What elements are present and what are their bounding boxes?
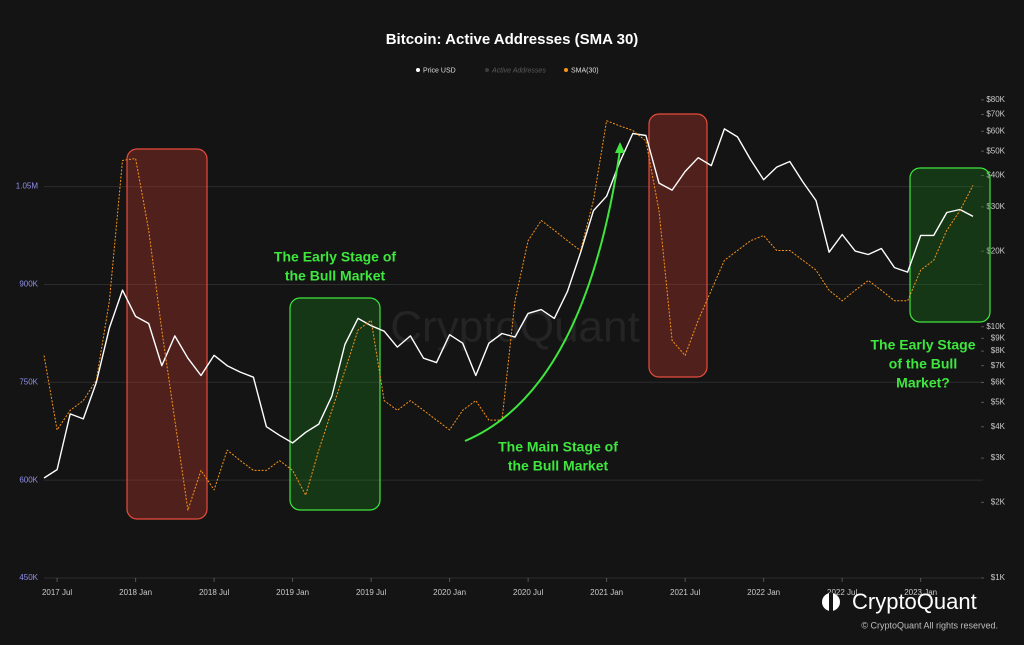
annotation: The Early Stage of xyxy=(274,249,396,265)
y2-tick-label: $5K xyxy=(991,398,1006,407)
x-tick-label: 2021 Jan xyxy=(590,588,623,597)
annotation: the Bull Market xyxy=(508,458,609,474)
y2-tick-label: $20K xyxy=(986,246,1005,255)
x-tick-label: 2019 Jan xyxy=(276,588,309,597)
copyright: © CryptoQuant All rights reserved. xyxy=(861,620,998,630)
y2-tick-label: $50K xyxy=(986,146,1005,155)
highlight-box xyxy=(648,113,708,378)
lines xyxy=(43,120,974,511)
y-tick-label: 600K xyxy=(19,475,38,484)
x-tick-label: 2022 Jan xyxy=(747,588,780,597)
annotation: Market? xyxy=(896,375,950,391)
y2-tick-label: $8K xyxy=(991,346,1006,355)
series-line xyxy=(43,120,974,511)
y2-tick-label: $3K xyxy=(991,453,1006,462)
y-tick-label: 450K xyxy=(19,573,38,582)
annotation: The Main Stage of xyxy=(498,439,618,455)
legend-label: SMA(30) xyxy=(571,67,599,74)
y2-tick-label: $7K xyxy=(991,361,1006,370)
y2-tick-label: $60K xyxy=(986,126,1005,135)
legend-marker xyxy=(416,68,420,72)
x-tick-label: 2023 Jan xyxy=(904,588,937,597)
legend-marker xyxy=(485,68,489,72)
x-tick-label: 2018 Jan xyxy=(119,588,152,597)
grid: 450K 600K 750K 900K 1.05M $1K $2K $3K $4K $5K $6K $… xyxy=(16,95,1006,597)
x-tick-label: 2020 Jan xyxy=(433,588,466,597)
y2-tick-label: $6K xyxy=(991,378,1006,387)
highlight-box xyxy=(909,167,991,323)
arrow-head xyxy=(615,142,625,153)
watermark: CryptoQuant xyxy=(390,303,639,352)
y-tick-label: 1.05M xyxy=(16,182,39,191)
brand-logo xyxy=(822,593,840,611)
annotation: The Early Stage xyxy=(870,337,975,353)
y2-tick-label: $1K xyxy=(991,573,1006,582)
highlight-box xyxy=(126,148,208,520)
y2-tick-label: $10K xyxy=(986,322,1005,331)
y-tick-label: 900K xyxy=(19,280,38,289)
y2-tick-label: $70K xyxy=(986,110,1005,119)
y2-tick-label: $9K xyxy=(991,333,1006,342)
x-tick-label: 2020 Jul xyxy=(513,588,543,597)
annotation: of the Bull xyxy=(889,356,957,372)
y2-tick-label: $4K xyxy=(991,422,1006,431)
highlight-box xyxy=(289,297,381,511)
chart-title: Bitcoin: Active Addresses (SMA 30) xyxy=(386,31,639,48)
arrow xyxy=(464,149,621,442)
x-tick-label: 2017 Jul xyxy=(42,588,72,597)
x-tick-label: 2021 Jul xyxy=(670,588,700,597)
legend: Price USD Active Addresses SMA(30) xyxy=(416,67,599,74)
brand: CryptoQuant xyxy=(852,589,977,614)
x-tick-label: 2018 Jul xyxy=(199,588,229,597)
annotations: The Early Stage of the Bull Market The Mai… xyxy=(274,249,976,474)
y2-tick-label: $30K xyxy=(986,202,1005,211)
y2-tick-label: $80K xyxy=(986,95,1005,104)
x-tick-label: 2019 Jul xyxy=(356,588,386,597)
y2-tick-label: $2K xyxy=(991,497,1006,506)
annotation: the Bull Market xyxy=(285,268,386,284)
series-line xyxy=(43,128,974,479)
legend-label: Price USD xyxy=(423,67,456,74)
legend-marker xyxy=(564,68,568,72)
x-tick-label: 2022 Jul xyxy=(827,588,857,597)
y-tick-label: 750K xyxy=(19,377,38,386)
y2-tick-label: $40K xyxy=(986,171,1005,180)
legend-label: Active Addresses xyxy=(491,67,546,74)
